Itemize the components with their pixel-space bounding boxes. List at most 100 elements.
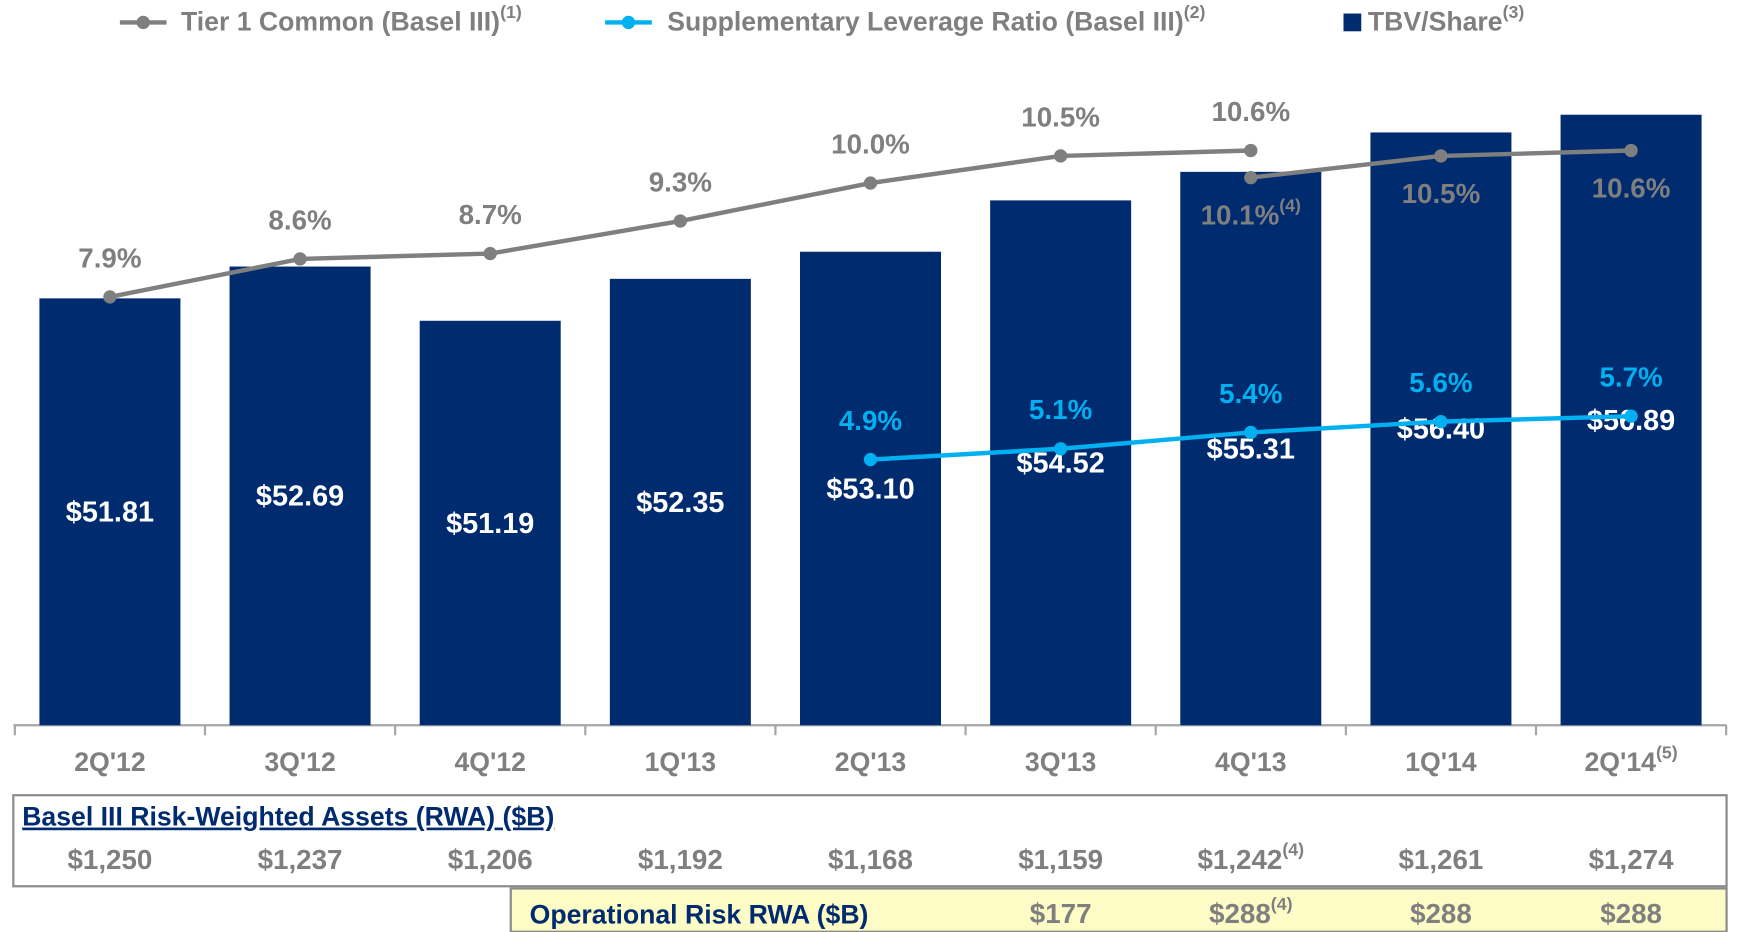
- table-value: $288(4): [1209, 894, 1293, 930]
- table-value-text: $1,274: [1589, 844, 1674, 875]
- bar-label: $51.81: [66, 497, 154, 529]
- legend-label: Tier 1 Common (Basel III)(1): [181, 2, 522, 37]
- legend-label-text: Tier 1 Common (Basel III): [181, 7, 500, 37]
- x-tick-label-note: (5): [1656, 742, 1678, 762]
- x-tick-label-text: 3Q'12: [264, 747, 335, 777]
- bar: [229, 266, 371, 726]
- point: [1244, 425, 1258, 440]
- table-value: $1,237: [258, 844, 343, 875]
- x-tick-label: 2Q'13: [835, 747, 906, 777]
- data-label-text: 10.6%: [1211, 96, 1290, 127]
- data-label-text: 10.0%: [831, 129, 910, 160]
- table-value: $177: [1030, 899, 1092, 930]
- table-value: $1,206: [448, 844, 533, 875]
- data-label: 10.0%: [831, 129, 910, 160]
- point: [1434, 414, 1448, 429]
- table-value-note: (4): [1271, 894, 1293, 914]
- table-value-text: $1,192: [638, 844, 723, 875]
- bar-label: $53.10: [826, 473, 914, 505]
- x-tick-label: 4Q'12: [454, 747, 525, 777]
- table-value-text: $1,250: [67, 844, 152, 875]
- table-value: $288: [1600, 899, 1662, 930]
- data-label: 10.6%: [1592, 173, 1671, 204]
- data-label-text: 5.7%: [1599, 362, 1662, 393]
- table-value: $1,274: [1589, 844, 1674, 875]
- point: [863, 176, 878, 190]
- data-label: 5.1%: [1029, 394, 1092, 425]
- x-tick-label: 3Q'13: [1025, 747, 1096, 777]
- bar: [419, 320, 561, 726]
- data-label-text: 10.6%: [1592, 173, 1671, 204]
- point: [863, 452, 878, 467]
- data-label-text: 8.6%: [268, 205, 331, 236]
- data-label-text: 5.4%: [1219, 378, 1282, 409]
- data-label-text: 4.9%: [839, 405, 902, 436]
- point: [1624, 409, 1638, 423]
- data-label-text: 7.9%: [78, 243, 141, 274]
- table-value-text: $1,159: [1018, 844, 1103, 875]
- data-label-text: 5.1%: [1029, 394, 1092, 425]
- bar: [799, 251, 942, 726]
- x-tick-label-text: 4Q'12: [454, 747, 525, 777]
- point: [1053, 442, 1068, 456]
- point: [1624, 143, 1638, 158]
- x-tick-label-text: 3Q'13: [1025, 747, 1096, 777]
- point: [103, 290, 117, 304]
- bar-label: $52.69: [256, 481, 344, 513]
- x-tick-label: 1Q'14: [1405, 747, 1477, 777]
- op-risk-title: Operational Risk RWA ($B): [530, 899, 869, 929]
- data-label: 5.6%: [1409, 367, 1472, 398]
- data-label: 10.5%: [1402, 178, 1481, 209]
- x-tick-label: 3Q'12: [264, 747, 335, 777]
- point: [1244, 143, 1258, 158]
- legend-marker: [621, 15, 636, 30]
- legend-label: Supplementary Leverage Ratio (Basel III)…: [667, 2, 1205, 37]
- data-label-note: (4): [1279, 195, 1301, 215]
- x-tick-label-text: 1Q'14: [1405, 747, 1477, 777]
- data-label: 9.3%: [649, 167, 712, 198]
- legend-label-note: (1): [500, 2, 522, 22]
- data-label: 5.4%: [1219, 378, 1282, 409]
- table-value: $1,159: [1018, 844, 1103, 875]
- legend-marker: [136, 15, 150, 30]
- table-value-text: $1,237: [258, 844, 343, 875]
- table-value-text: $288: [1600, 899, 1662, 930]
- data-label: 8.6%: [268, 205, 331, 236]
- legend-label-note: (3): [1503, 2, 1525, 22]
- table-value: $1,192: [638, 844, 723, 875]
- op-risk-box: [509, 887, 1728, 932]
- bar: [39, 298, 181, 726]
- bar: [1370, 132, 1512, 726]
- bar-label: $51.19: [446, 508, 534, 540]
- point: [293, 252, 307, 266]
- table-value-text: $1,242: [1197, 844, 1282, 875]
- x-tick-label-text: 2Q'12: [74, 747, 145, 777]
- legend-swatch: [1343, 13, 1362, 32]
- legend-label-note: (2): [1184, 2, 1206, 22]
- table-value: $288: [1410, 899, 1472, 930]
- data-label-text: 9.3%: [649, 167, 712, 198]
- table-value: $1,242(4): [1197, 839, 1304, 875]
- table-value: $1,261: [1398, 844, 1483, 875]
- rwa-title: Basel III Risk-Weighted Assets (RWA) ($B…: [22, 802, 554, 832]
- legend-label-text: Supplementary Leverage Ratio (Basel III): [667, 7, 1183, 37]
- x-tick-label-text: 1Q'13: [645, 747, 716, 777]
- x-tick-label-text: 2Q'14: [1584, 747, 1656, 777]
- data-label-text: 10.5%: [1402, 178, 1481, 209]
- data-label: 10.6%: [1211, 96, 1290, 127]
- x-tick-label-text: 2Q'13: [835, 747, 906, 777]
- data-label: 8.7%: [459, 199, 522, 230]
- point: [1244, 170, 1258, 185]
- table-value: $1,168: [828, 844, 913, 875]
- data-label-text: 10.5%: [1021, 102, 1100, 133]
- point: [673, 214, 688, 228]
- table-value-text: $177: [1030, 899, 1092, 930]
- x-tick-label: 4Q'13: [1215, 747, 1286, 777]
- table-value-text: $1,206: [448, 844, 533, 875]
- table-value-note: (4): [1282, 839, 1304, 859]
- table-value-text: $1,261: [1398, 844, 1483, 875]
- data-label-text: 10.1%: [1201, 200, 1280, 231]
- x-tick-label: 1Q'13: [645, 747, 716, 777]
- x-tick-label: 2Q'14(5): [1584, 742, 1677, 777]
- point: [1434, 149, 1448, 163]
